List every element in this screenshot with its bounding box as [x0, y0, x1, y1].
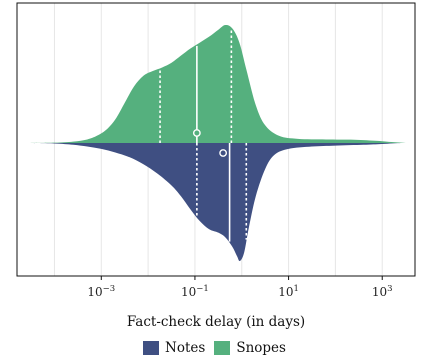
legend-label-notes: Notes	[165, 340, 206, 356]
x-axis-ticks: 10−3 10−1 101 103	[87, 276, 393, 299]
legend-label-snopes: Snopes	[236, 340, 286, 356]
x-tick-label: 10−3	[87, 284, 115, 299]
x-axis-label: Fact-check delay (in days)	[127, 314, 305, 330]
legend-swatch-notes	[143, 341, 160, 355]
violin-snopes	[26, 24, 406, 143]
summary-markers	[159, 29, 248, 242]
legend-swatch-snopes	[214, 341, 231, 355]
violin-chart: 10−3 10−1 101 103 Fact-check delay (in days…	[16, 2, 416, 330]
plot-frame	[16, 2, 416, 277]
x-tick-label: 101	[278, 284, 299, 299]
legend: Notes Snopes	[0, 340, 429, 356]
x-tick-label: 103	[372, 284, 393, 299]
violins	[26, 24, 406, 262]
legend-item-notes: Notes	[143, 340, 205, 356]
x-tick-label: 10−1	[181, 284, 209, 299]
mean-marker-notes	[219, 149, 228, 157]
violin-notes	[26, 143, 401, 262]
legend-item-snopes: Snopes	[214, 340, 286, 356]
mean-marker-snopes	[192, 129, 201, 137]
